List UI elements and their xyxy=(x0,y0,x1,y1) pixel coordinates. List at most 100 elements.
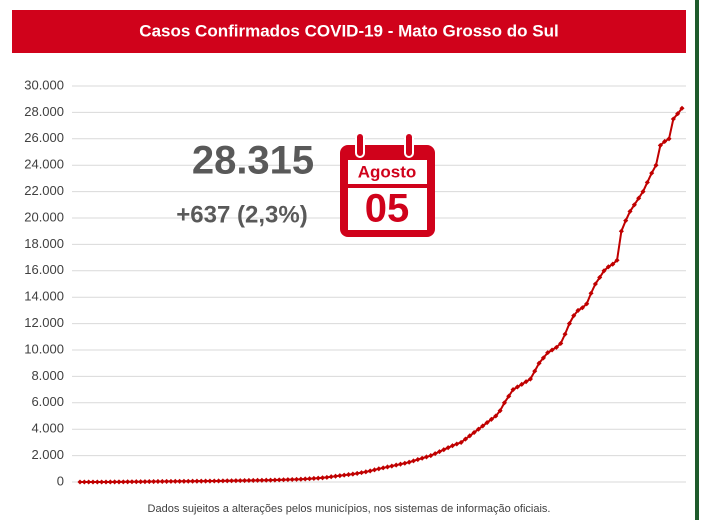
data-point xyxy=(172,478,178,484)
data-point xyxy=(298,476,304,482)
change-annotation: +637 (2,3%) xyxy=(176,201,307,228)
data-point xyxy=(350,471,356,477)
data-point xyxy=(605,264,611,270)
data-point xyxy=(224,478,230,484)
data-point xyxy=(285,477,291,483)
data-point xyxy=(233,478,239,484)
data-point xyxy=(138,479,144,485)
data-point xyxy=(484,420,490,426)
data-point xyxy=(354,470,360,476)
data-point xyxy=(229,478,235,484)
data-point xyxy=(77,479,83,485)
data-point xyxy=(436,449,443,455)
y-tick-label: 14.000 xyxy=(24,289,64,304)
calendar-day: 05 xyxy=(365,187,410,231)
data-point xyxy=(306,476,313,482)
data-point xyxy=(449,443,456,449)
y-tick-label: 28.000 xyxy=(24,104,64,119)
data-point xyxy=(423,454,430,460)
data-point xyxy=(289,476,295,483)
data-point xyxy=(216,478,222,484)
data-point xyxy=(211,478,217,484)
data-point xyxy=(389,463,395,469)
data-point xyxy=(328,474,334,480)
data-point xyxy=(627,208,633,214)
data-point xyxy=(146,479,152,485)
y-tick-label: 24.000 xyxy=(24,157,64,172)
data-point xyxy=(81,479,87,485)
data-point xyxy=(393,462,399,468)
data-point xyxy=(501,400,507,406)
data-point xyxy=(644,179,650,185)
data-point xyxy=(406,459,412,465)
data-point xyxy=(571,313,577,319)
data-point xyxy=(103,479,109,485)
data-point xyxy=(441,447,447,453)
calendar-month: Agosto xyxy=(358,162,417,181)
data-point xyxy=(410,458,417,464)
data-point xyxy=(294,476,300,482)
y-tick-label: 22.000 xyxy=(24,183,64,198)
data-point xyxy=(315,475,321,481)
data-point xyxy=(471,429,477,436)
title-bar xyxy=(12,10,686,53)
total-annotation: 28.315 xyxy=(192,139,314,183)
data-point xyxy=(246,477,252,484)
data-point xyxy=(488,416,494,422)
footnote: Dados sujeitos a alterações pelos municí… xyxy=(148,503,551,515)
data-point xyxy=(164,478,170,484)
data-point xyxy=(129,479,135,485)
data-point xyxy=(358,470,365,476)
data-point xyxy=(536,360,542,366)
data-point xyxy=(332,473,339,479)
data-point xyxy=(203,478,209,484)
data-point xyxy=(120,479,126,485)
data-point xyxy=(125,479,131,485)
data-point xyxy=(198,478,204,484)
data-point xyxy=(592,281,598,287)
data-point xyxy=(151,478,157,485)
data-point xyxy=(90,479,96,485)
data-point xyxy=(493,413,499,419)
data-point xyxy=(549,347,555,353)
data-point xyxy=(597,274,603,280)
plot-area: 0 2.000 4.000 6.000 8.000 10.000 12.000 14.000 1… xyxy=(24,77,686,488)
data-point xyxy=(242,478,248,484)
data-point xyxy=(341,472,347,478)
y-tick-label: 18.000 xyxy=(24,236,64,251)
data-point xyxy=(194,478,200,484)
data-point xyxy=(380,465,386,471)
data-point xyxy=(558,340,564,346)
data-point xyxy=(107,479,113,485)
data-point xyxy=(337,473,343,479)
calendar-ring xyxy=(355,132,365,158)
data-point xyxy=(462,436,468,442)
data-point xyxy=(397,461,404,467)
data-point xyxy=(454,441,460,447)
y-tick-label: 26.000 xyxy=(24,130,64,145)
y-tick-label: 6.000 xyxy=(31,394,64,409)
data-point xyxy=(94,479,100,485)
data-point xyxy=(480,423,486,429)
data-point xyxy=(99,479,105,485)
data-point xyxy=(419,455,425,461)
y-tick-label: 16.000 xyxy=(24,262,64,277)
data-point xyxy=(319,475,326,481)
y-tick-label: 8.000 xyxy=(31,368,64,383)
data-point xyxy=(220,478,226,484)
data-point xyxy=(237,478,243,484)
data-point xyxy=(168,478,174,484)
data-point xyxy=(640,189,646,195)
y-tick-label: 12.000 xyxy=(24,315,64,330)
data-point xyxy=(458,439,464,445)
data-point xyxy=(402,460,408,466)
data-point xyxy=(601,268,607,274)
y-tick-label: 20.000 xyxy=(24,209,64,224)
data-point xyxy=(86,479,92,485)
data-point xyxy=(445,445,451,451)
data-point xyxy=(311,475,317,481)
data-point xyxy=(657,142,663,148)
data-point xyxy=(497,408,503,414)
